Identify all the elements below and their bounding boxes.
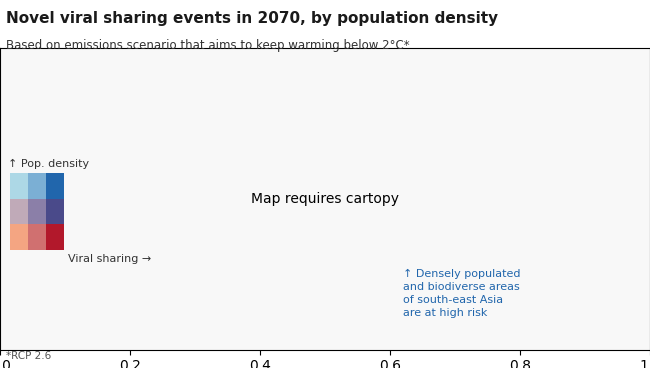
Text: Viral sharing →: Viral sharing → <box>68 254 151 264</box>
Text: Based on emissions scenario that aims to keep warming below 2°C*: Based on emissions scenario that aims to… <box>6 39 410 52</box>
Text: ↑ Densely populated
and biodiverse areas
of south-east Asia
are at high risk: ↑ Densely populated and biodiverse areas… <box>403 269 521 318</box>
Text: Map requires cartopy: Map requires cartopy <box>251 192 399 206</box>
Text: *RCP 2.6: *RCP 2.6 <box>6 351 52 361</box>
Text: Novel viral sharing events in 2070, by population density: Novel viral sharing events in 2070, by p… <box>6 11 499 26</box>
Text: ↑ Pop. density: ↑ Pop. density <box>8 159 90 169</box>
